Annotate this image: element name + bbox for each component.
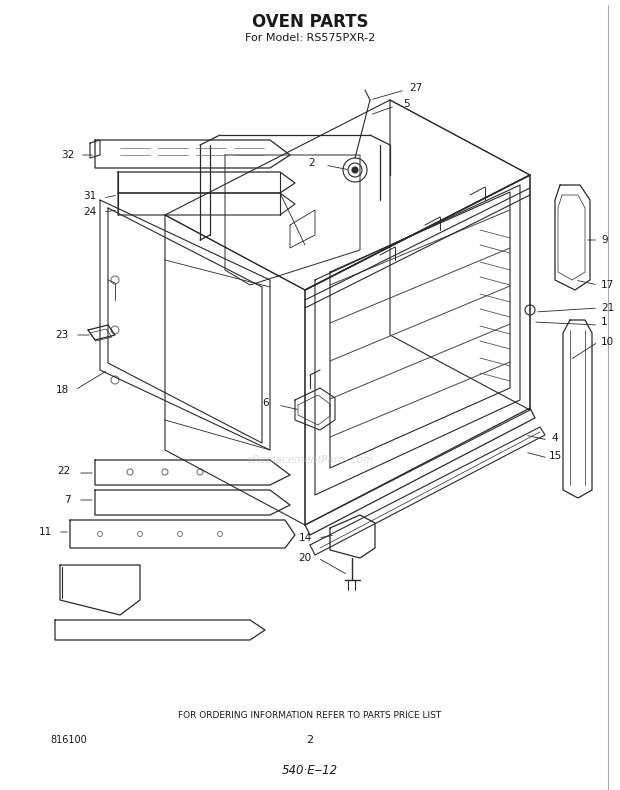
Text: 24: 24 xyxy=(83,207,97,217)
Text: OVEN PARTS: OVEN PARTS xyxy=(252,13,368,31)
Text: 15: 15 xyxy=(548,451,562,461)
Text: 21: 21 xyxy=(601,303,614,313)
Text: 4: 4 xyxy=(552,433,559,443)
Text: 816100: 816100 xyxy=(50,735,87,745)
Text: 7: 7 xyxy=(64,495,70,505)
Text: 2: 2 xyxy=(309,158,316,168)
Text: 23: 23 xyxy=(55,330,69,340)
Text: 14: 14 xyxy=(298,533,312,543)
Text: 31: 31 xyxy=(83,191,97,201)
Text: 2: 2 xyxy=(306,735,314,745)
Text: 27: 27 xyxy=(409,83,423,93)
Text: 11: 11 xyxy=(38,527,51,537)
Text: 1: 1 xyxy=(601,317,608,327)
Circle shape xyxy=(352,167,358,173)
Text: 10: 10 xyxy=(601,337,614,347)
Text: 20: 20 xyxy=(298,553,312,563)
Text: 5: 5 xyxy=(404,99,410,109)
Text: 22: 22 xyxy=(58,466,71,476)
Text: For Model: RS575PXR-2: For Model: RS575PXR-2 xyxy=(245,33,375,43)
Text: eReplacementParts.com: eReplacementParts.com xyxy=(246,455,374,465)
Text: 17: 17 xyxy=(601,280,614,290)
Text: 32: 32 xyxy=(61,150,74,160)
Text: 9: 9 xyxy=(601,235,608,245)
Text: FOR ORDERING INFORMATION REFER TO PARTS PRICE LIST: FOR ORDERING INFORMATION REFER TO PARTS … xyxy=(179,712,441,720)
Text: 6: 6 xyxy=(263,398,269,408)
Text: 18: 18 xyxy=(55,385,69,395)
Text: 540·E‒12: 540·E‒12 xyxy=(282,763,338,777)
